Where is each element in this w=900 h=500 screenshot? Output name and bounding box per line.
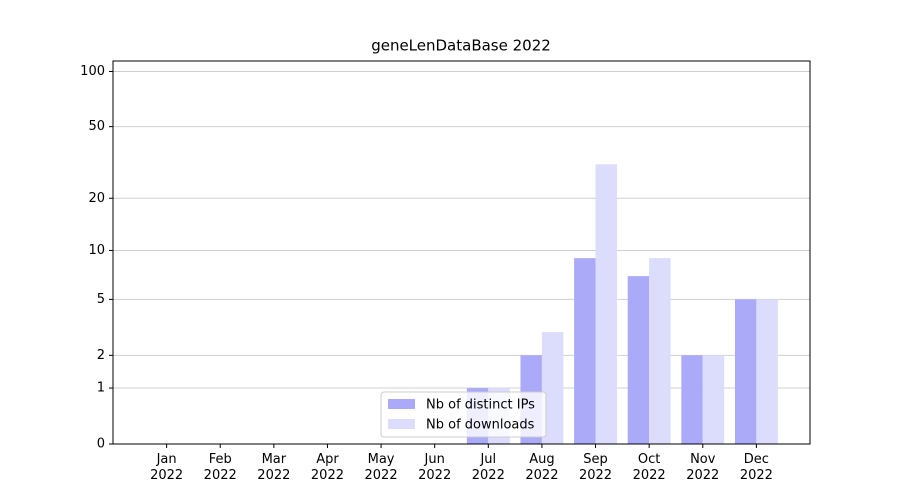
bar (702, 355, 725, 444)
y-tick-label: 50 (88, 119, 105, 134)
x-tick-label: Jan 2022 (150, 452, 184, 483)
x-tick-label: Sep 2022 (578, 452, 613, 483)
x-tick-label: Feb 2022 (203, 452, 237, 483)
y-tick-label: 0 (97, 437, 105, 452)
x-tick-label: Aug 2022 (525, 452, 559, 483)
x-tick-label: May 2022 (364, 452, 398, 483)
x-tick-label: Dec 2022 (739, 452, 773, 483)
bar (649, 258, 671, 444)
legend-label: Nb of distinct IPs (426, 398, 535, 413)
bar (681, 355, 703, 444)
x-tick-label: Mar 2022 (257, 452, 291, 483)
x-tick-label: Apr 2022 (310, 452, 344, 483)
bar (756, 299, 778, 444)
y-tick-label: 5 (97, 292, 105, 307)
legend-label: Nb of downloads (426, 418, 535, 433)
bar (595, 164, 617, 444)
x-tick-label: Nov 2022 (686, 452, 720, 483)
y-tick-label: 1 (97, 381, 105, 396)
legend-swatch (388, 419, 415, 429)
y-tick-label: 100 (80, 64, 105, 79)
legend-swatch (388, 399, 415, 409)
x-tick-label: Jul 2022 (471, 452, 505, 483)
y-tick-label: 20 (88, 191, 105, 206)
legend: Nb of distinct IPs Nb of downloads (380, 391, 547, 438)
plot-frame (112, 60, 811, 445)
bar (734, 299, 757, 444)
bar (574, 258, 596, 444)
bar (627, 276, 650, 444)
x-tick-label: Oct 2022 (632, 452, 666, 483)
y-tick-label: 2 (97, 348, 105, 363)
x-tick-label: Jun 2022 (418, 452, 452, 483)
legend-box (380, 391, 547, 438)
bar (541, 332, 564, 444)
chart-title: geneLenDataBase 2022 (371, 37, 551, 55)
y-tick-label: 10 (88, 243, 105, 258)
